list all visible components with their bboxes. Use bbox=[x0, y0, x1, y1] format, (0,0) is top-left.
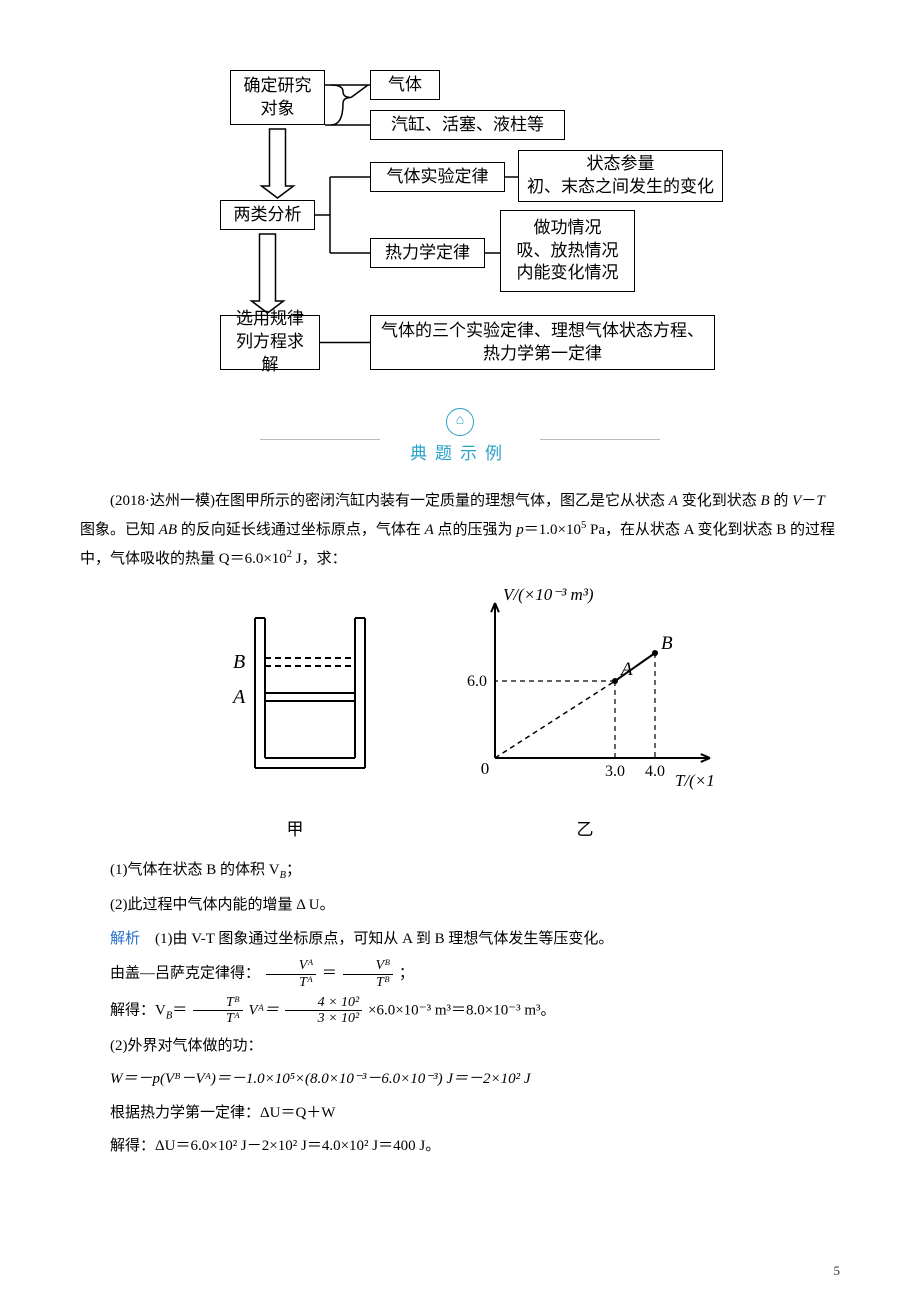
s3-eq: ＝ bbox=[172, 1002, 187, 1018]
s2-mid: ＝ bbox=[322, 966, 337, 982]
flow-node-n6: 两类分析 bbox=[220, 200, 315, 230]
flow-node-n1: 确定研究对象 bbox=[230, 70, 325, 125]
frac4-den: 3 × 10² bbox=[285, 1011, 363, 1026]
header-line-left bbox=[260, 439, 380, 440]
solution-line-1: 解析 (1)由 V-T 图象通过坐标原点，可知从 A 到 B 理想气体发生等压变… bbox=[80, 925, 840, 954]
caption-jia: 甲 bbox=[205, 814, 385, 846]
s3-tail: ×6.0×10⁻³ m³＝8.0×10⁻³ m³。 bbox=[368, 1002, 556, 1018]
solution-line-5: W＝－p(Vᴮ－Vᴬ)＝－1.0×10⁵×(8.0×10⁻³－6.0×10⁻³)… bbox=[80, 1065, 840, 1094]
frac3-den: Tᴬ bbox=[193, 1011, 243, 1026]
solution-line-4: (2)外界对气体做的功： bbox=[80, 1032, 840, 1061]
problem-source: (2018·达州一模) bbox=[110, 493, 215, 509]
flowchart: 确定研究对象 气体汽缸、活塞、液柱等气体实验定律状态参量初、末态之间发生的变化两类… bbox=[200, 70, 720, 390]
section-title: 典题示例 bbox=[410, 444, 510, 463]
figure-jia: BA bbox=[205, 598, 385, 798]
frac1: VᴬTᴬ bbox=[266, 958, 316, 990]
frac2-num: Vᴮ bbox=[343, 958, 393, 974]
flow-node-n10: 气体的三个实验定律、理想气体状态方程、热力学第一定律 bbox=[370, 315, 715, 370]
problem-text: (2018·达州一模)在图甲所示的密闭汽缸内装有一定质量的理想气体，图乙是它从状… bbox=[80, 488, 840, 573]
svg-text:A: A bbox=[619, 659, 633, 680]
svg-text:4.0: 4.0 bbox=[645, 763, 665, 780]
q1-tail: ； bbox=[286, 862, 301, 878]
s2-pre: 由盖—吕萨克定律得： bbox=[110, 966, 260, 982]
p-unit: Pa，在从状态 A 变化到状态 B 的过程中，气体吸收的热量 Q＝6.0×10 bbox=[80, 522, 835, 567]
s2-tail: ； bbox=[399, 966, 414, 982]
frac2-den: Tᴮ bbox=[343, 975, 393, 990]
figure-yi-wrap: V/(×10⁻³ m³) T/(×10² K) 0 6.0 3.0 4.0 A B 乙 bbox=[455, 588, 715, 847]
solution-line-2: 由盖—吕萨克定律得： VᴬTᴬ ＝ VᴮTᴮ ； bbox=[80, 958, 840, 990]
flowchart-container: 确定研究对象 气体汽缸、活塞、液柱等气体实验定律状态参量初、末态之间发生的变化两类… bbox=[80, 70, 840, 390]
svg-text:3.0: 3.0 bbox=[605, 763, 625, 780]
figure-yi: V/(×10⁻³ m³) T/(×10² K) 0 6.0 3.0 4.0 A B bbox=[455, 588, 715, 798]
question-1: (1)气体在状态 B 的体积 VB； bbox=[80, 856, 840, 886]
caption-yi: 乙 bbox=[455, 814, 715, 846]
flow-node-n9: 选用规律列方程求解 bbox=[220, 315, 320, 370]
page-number: 5 bbox=[834, 1259, 841, 1284]
header-line-right bbox=[540, 439, 660, 440]
flow-node-n4: 气体实验定律 bbox=[370, 162, 505, 192]
frac4-num: 4 × 10² bbox=[285, 995, 363, 1011]
frac1-num: Vᴬ bbox=[266, 958, 316, 974]
flow-node-n8: 做功情况吸、放热情况内能变化情况 bbox=[500, 210, 635, 292]
solution-line-7: 解得：ΔU＝6.0×10² J－2×10² J＝4.0×10² J＝400 J。 bbox=[80, 1132, 840, 1161]
frac3-num: Tᴮ bbox=[193, 995, 243, 1011]
flow-node-n3: 汽缸、活塞、液柱等 bbox=[370, 110, 565, 140]
frac3: TᴮTᴬ bbox=[193, 995, 243, 1027]
solution-label: 解析 bbox=[110, 931, 140, 947]
ornament-icon: ⌂ bbox=[446, 408, 474, 436]
frac1-den: Tᴬ bbox=[266, 975, 316, 990]
svg-text:T/(×10² K): T/(×10² K) bbox=[675, 771, 715, 790]
problem-t1: 在图甲所示的密闭汽缸内装有一定质量的理想气体，图乙是它从状态 bbox=[215, 493, 665, 509]
svg-text:B: B bbox=[661, 633, 673, 654]
s3-va: Vᴬ＝ bbox=[248, 1002, 278, 1018]
q1-text: (1)气体在状态 B 的体积 V bbox=[110, 862, 280, 878]
flow-node-n5: 状态参量初、末态之间发生的变化 bbox=[518, 150, 723, 202]
svg-text:V/(×10⁻³ m³): V/(×10⁻³ m³) bbox=[503, 588, 594, 604]
svg-text:6.0: 6.0 bbox=[467, 673, 487, 690]
s3-pre: 解得：V bbox=[110, 1002, 166, 1018]
flow-node-n7: 热力学定律 bbox=[370, 238, 485, 268]
s1: (1)由 V-T 图象通过坐标原点，可知从 A 到 B 理想气体发生等压变化。 bbox=[155, 931, 613, 947]
flow-node-n2: 气体 bbox=[370, 70, 440, 100]
svg-text:A: A bbox=[231, 686, 246, 708]
svg-text:B: B bbox=[233, 651, 245, 673]
section-header: ⌂ 典题示例 bbox=[80, 408, 840, 470]
q-tail: J，求： bbox=[292, 551, 347, 567]
frac2: VᴮTᴮ bbox=[343, 958, 393, 990]
solution-line-3: 解得：VB＝ TᴮTᴬ Vᴬ＝ 4 × 10²3 × 10² ×6.0×10⁻³… bbox=[80, 995, 840, 1027]
svg-text:0: 0 bbox=[481, 759, 490, 778]
question-2: (2)此过程中气体内能的增量 Δ U。 bbox=[80, 891, 840, 920]
solution-line-6: 根据热力学第一定律：ΔU＝Q＋W bbox=[80, 1099, 840, 1128]
frac4: 4 × 10²3 × 10² bbox=[285, 995, 363, 1027]
figures-row: BA 甲 V/(×10⁻³ m³)T/(×10² K)06.03.04.0AB … bbox=[80, 588, 840, 847]
figure-jia-wrap: BA 甲 bbox=[205, 598, 385, 847]
